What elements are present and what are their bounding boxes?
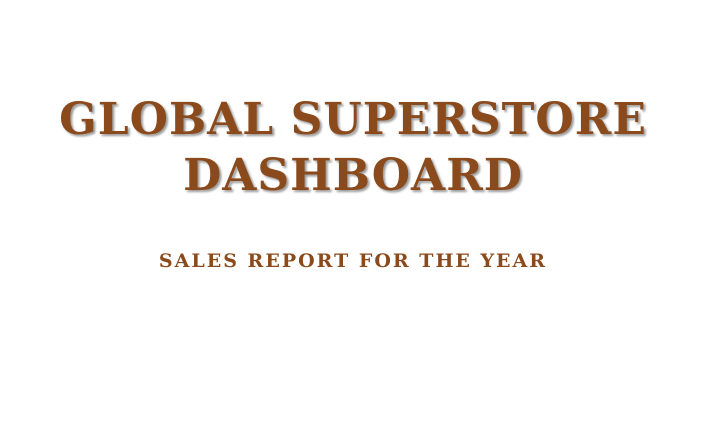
dashboard-subtitle: SALES REPORT FOR THE YEAR — [158, 250, 548, 272]
dashboard-title-line-1: GLOBAL SUPERSTORE — [59, 94, 647, 145]
dashboard-title-line-2: DASHBOARD — [183, 150, 523, 201]
